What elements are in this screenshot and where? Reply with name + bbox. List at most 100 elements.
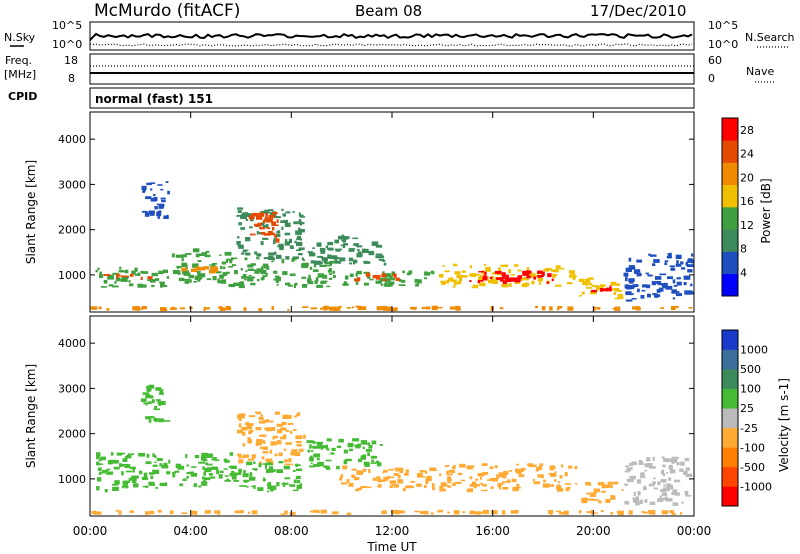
echo-cell xyxy=(249,476,256,481)
echo-cell xyxy=(239,485,247,487)
colorbar-segment xyxy=(722,140,738,163)
echo-cell xyxy=(421,306,426,309)
echo-cell xyxy=(424,484,427,488)
echo-cell xyxy=(371,241,379,246)
echo-cell xyxy=(183,278,191,281)
echo-cell xyxy=(625,267,632,272)
echo-cell xyxy=(291,257,295,262)
echo-cell xyxy=(295,463,298,467)
echo-cell xyxy=(666,485,673,489)
echo-cell xyxy=(356,471,363,475)
echo-cell xyxy=(575,483,578,485)
echo-cell xyxy=(142,392,150,395)
echo-cell xyxy=(462,511,465,514)
noise-panel: N.Sky 10^5 10^0 10^5 10^0 N.Search xyxy=(4,19,795,51)
echo-cell xyxy=(372,275,376,279)
echo-cell xyxy=(564,483,571,485)
x-tick-label: 20:00 xyxy=(576,524,611,538)
echo-cell xyxy=(447,481,452,484)
echo-cell xyxy=(429,467,436,472)
echo-cell xyxy=(256,268,263,273)
echo-cell xyxy=(663,459,671,463)
date-title: 17/Dec/2010 xyxy=(590,2,686,20)
echo-cell xyxy=(489,276,493,280)
echo-cell xyxy=(216,469,219,475)
echo-cell xyxy=(250,276,255,279)
echo-cell xyxy=(664,262,668,265)
echo-cell xyxy=(214,510,218,514)
echo-cell xyxy=(685,473,693,478)
echo-cell xyxy=(593,306,597,309)
echo-cell xyxy=(567,486,571,489)
x-tick-label: 16:00 xyxy=(475,524,510,538)
echo-cell xyxy=(356,243,359,247)
echo-cell xyxy=(173,269,180,275)
echo-cell xyxy=(652,456,655,461)
echo-region xyxy=(96,452,171,493)
echo-cell xyxy=(205,250,210,253)
echo-cell xyxy=(256,215,263,220)
echo-cell xyxy=(360,455,366,460)
echo-cell xyxy=(212,466,218,469)
echo-cell xyxy=(257,232,264,235)
echo-cell xyxy=(623,272,629,277)
echo-cell xyxy=(564,472,568,477)
echo-cell xyxy=(251,212,259,217)
echo-cell xyxy=(155,487,158,489)
echo-cell xyxy=(153,196,158,201)
echo-cell xyxy=(246,461,253,466)
echo-cell xyxy=(626,286,632,290)
echo-cell xyxy=(276,219,279,223)
echo-cell xyxy=(214,459,220,462)
echo-cell xyxy=(515,471,521,474)
echo-cell xyxy=(384,273,391,278)
echo-region xyxy=(469,270,554,284)
echo-cell xyxy=(639,476,646,479)
colorbar-tick-label: 4 xyxy=(740,266,747,279)
echo-cell xyxy=(669,252,672,258)
echo-cell xyxy=(150,212,155,216)
echo-cell xyxy=(284,232,291,236)
echo-cell xyxy=(614,306,621,311)
noise-panel-frame xyxy=(89,21,695,51)
echo-cell xyxy=(389,480,396,484)
echo-cell xyxy=(266,220,273,223)
colorbar-tick-label: 25 xyxy=(740,402,754,415)
echo-cell xyxy=(478,280,484,282)
echo-cell xyxy=(552,273,556,278)
echo-cell xyxy=(320,446,324,450)
echo-cell xyxy=(134,273,141,276)
echo-cell xyxy=(197,260,202,262)
echo-cell xyxy=(277,230,280,234)
echo-cell xyxy=(549,465,556,470)
echo-cell xyxy=(203,471,206,476)
echo-cell xyxy=(557,488,564,492)
colorbar-tick-label: 8 xyxy=(740,243,747,256)
echo-cell xyxy=(265,458,273,463)
echo-cell xyxy=(551,278,554,282)
echo-cell xyxy=(355,272,358,277)
echo-cell xyxy=(263,257,270,260)
echo-cell xyxy=(581,500,588,503)
echo-cell xyxy=(275,238,280,243)
echo-cell xyxy=(238,222,242,226)
echo-cell xyxy=(589,290,597,295)
echo-cell xyxy=(159,389,164,394)
echo-cell xyxy=(262,451,269,454)
echo-cell xyxy=(396,510,400,515)
echo-cell xyxy=(238,414,245,419)
echo-cell xyxy=(629,293,634,296)
echo-cell xyxy=(100,456,106,461)
echo-cell xyxy=(431,305,436,311)
echo-cell xyxy=(643,485,646,489)
echo-cell xyxy=(275,280,279,283)
echo-cell xyxy=(283,219,288,223)
echo-cell xyxy=(301,276,307,279)
echo-cell xyxy=(205,307,210,310)
echo-cell xyxy=(277,245,284,248)
echo-cell xyxy=(248,415,256,418)
echo-cell xyxy=(498,268,501,271)
echo-cell xyxy=(206,463,213,466)
y-tick-label: 4000 xyxy=(58,337,86,350)
echo-cell xyxy=(308,252,316,257)
